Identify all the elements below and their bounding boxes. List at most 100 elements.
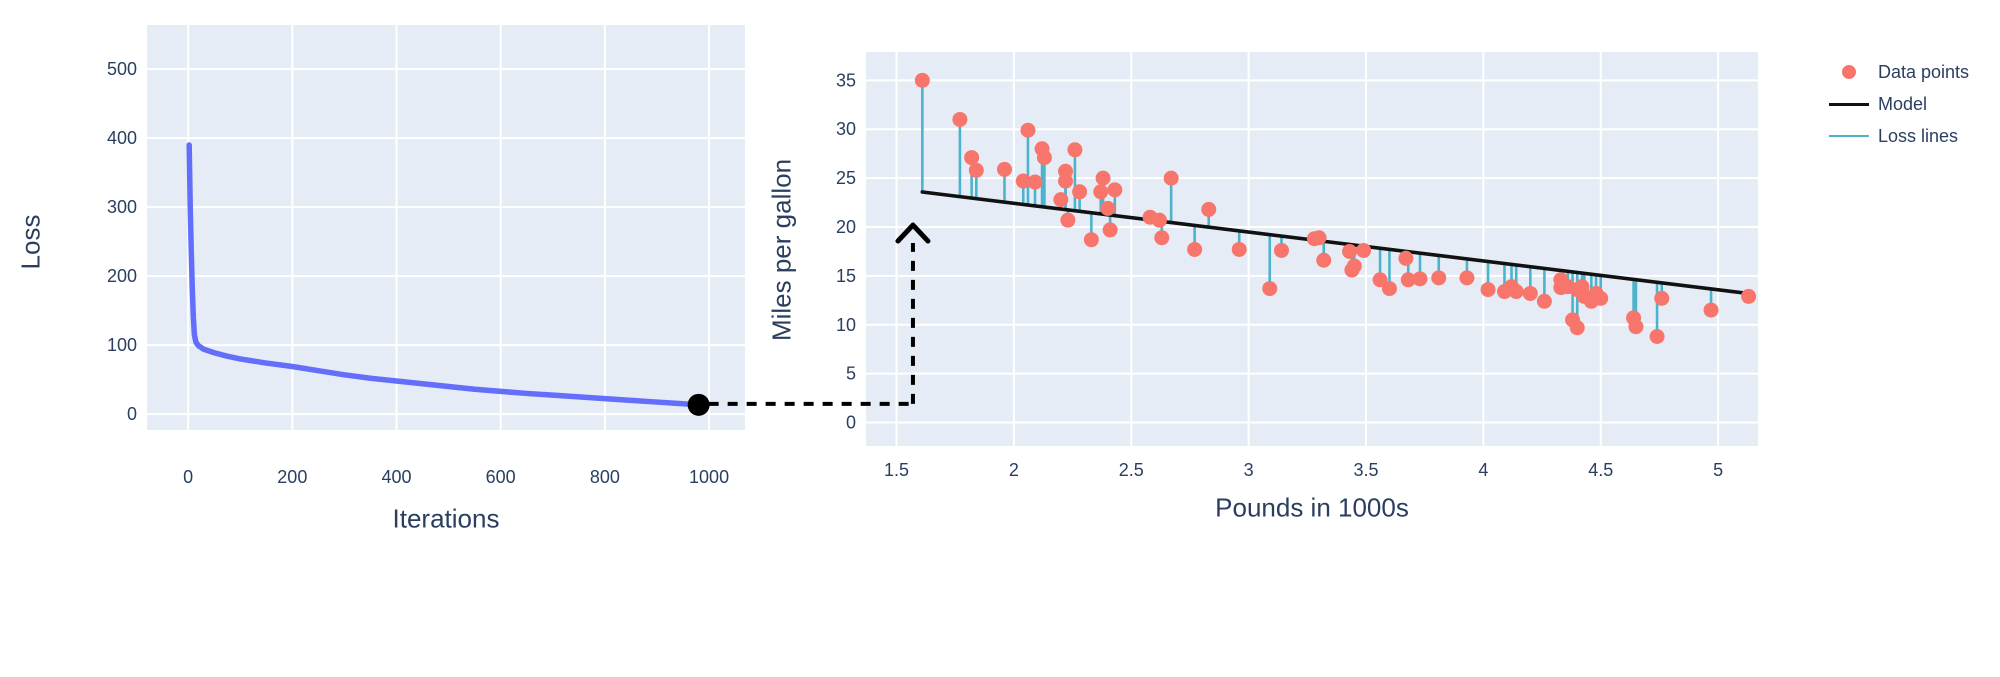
legend-item-data-points: Data points <box>1826 56 1969 88</box>
data-point <box>1654 290 1670 306</box>
x-tick-label: 2 <box>1009 460 1019 480</box>
data-point <box>1072 184 1088 200</box>
data-point <box>1067 142 1083 158</box>
legend-label: Loss lines <box>1878 125 1959 146</box>
x-tick-label: 0 <box>183 467 193 487</box>
y-tick-label: 100 <box>107 335 137 355</box>
data-point <box>1398 250 1414 266</box>
x-tick-label: 1.5 <box>884 460 909 480</box>
y-tick-label: 35 <box>836 70 856 90</box>
data-points-swatch <box>1826 65 1872 79</box>
x-tick-label: 800 <box>590 467 620 487</box>
data-point <box>1163 170 1179 186</box>
loss-line-icon <box>1829 135 1869 137</box>
data-point <box>1356 242 1372 258</box>
x-tick-label: 4 <box>1478 460 1488 480</box>
data-point <box>1262 281 1278 297</box>
y-tick-label: 25 <box>836 168 856 188</box>
data-point <box>1100 200 1116 216</box>
data-point-icon <box>1842 65 1856 79</box>
data-point <box>1316 252 1332 268</box>
data-point <box>1273 242 1289 258</box>
plot-background <box>147 25 745 430</box>
x-tick-label: 200 <box>277 467 307 487</box>
data-point <box>1311 230 1327 246</box>
data-point <box>1053 192 1069 208</box>
y-tick-label: 10 <box>836 315 856 335</box>
pounds-x-axis-title: Pounds in 1000s <box>1215 492 1409 523</box>
data-point <box>964 150 980 166</box>
legend: Data points Model Loss lines <box>1826 56 1969 152</box>
scatter-chart: 1.5 2 2.5 3 3.5 4 4.5 5 0 5 10 15 20 25 30 35 <box>836 52 1758 480</box>
x-tick-label: 3 <box>1244 460 1254 480</box>
y-tick-label: 20 <box>836 217 856 237</box>
data-point <box>1036 150 1052 166</box>
data-point <box>1154 230 1170 246</box>
x-tick-label: 1000 <box>689 467 729 487</box>
data-point <box>1569 320 1585 336</box>
data-point <box>1060 212 1076 228</box>
legend-item-loss-lines: Loss lines <box>1826 120 1969 152</box>
x-tick-label: 3.5 <box>1353 460 1378 480</box>
data-point <box>1201 201 1217 217</box>
model-line-icon <box>1829 102 1869 106</box>
data-point <box>1058 173 1074 189</box>
loss-x-axis-title: Iterations <box>392 503 500 534</box>
data-point <box>914 72 930 88</box>
data-point <box>1372 272 1388 288</box>
y-tick-label: 0 <box>846 413 856 433</box>
loss-y-axis-title: Loss <box>15 214 46 270</box>
endpoint-marker <box>687 393 710 416</box>
data-point <box>1508 284 1524 300</box>
data-point <box>1741 288 1757 304</box>
data-point <box>968 162 984 178</box>
data-point <box>1020 122 1036 138</box>
model-line <box>920 190 1753 296</box>
y-tick-label: 0 <box>127 404 137 424</box>
data-point <box>1480 282 1496 298</box>
legend-label: Model <box>1878 93 1928 114</box>
data-point <box>1093 184 1109 200</box>
legend-item-model: Model <box>1826 88 1969 120</box>
data-point <box>952 111 968 127</box>
arrowhead-icon <box>895 222 931 244</box>
data-point <box>1102 222 1118 238</box>
legend-label: Data points <box>1878 61 1970 82</box>
data-point <box>1431 270 1447 286</box>
y-tick-label: 15 <box>836 266 856 286</box>
data-point <box>1107 182 1123 198</box>
data-point <box>1593 290 1609 306</box>
x-tick-label: 5 <box>1713 460 1723 480</box>
data-point <box>1381 281 1397 297</box>
x-tick-label: 2.5 <box>1119 460 1144 480</box>
data-point <box>1536 293 1552 309</box>
plot-background <box>866 52 1758 446</box>
data-point <box>1095 170 1111 186</box>
data-point <box>1649 329 1665 345</box>
data-point <box>1703 302 1719 318</box>
annotation-arrow <box>687 222 931 416</box>
loss-curve <box>186 142 702 408</box>
model-swatch <box>1826 102 1872 106</box>
x-tick-label: 400 <box>381 467 411 487</box>
mpg-y-axis-title: Miles per gallon <box>766 158 797 342</box>
y-tick-label: 200 <box>107 266 137 286</box>
y-tick-label: 300 <box>107 197 137 217</box>
data-point <box>1400 272 1416 288</box>
data-point <box>1187 241 1203 257</box>
data-point <box>1628 319 1644 335</box>
data-point <box>1342 243 1358 259</box>
data-point <box>1231 241 1247 257</box>
data-point <box>1346 258 1362 274</box>
x-tick-label: 4.5 <box>1588 460 1613 480</box>
y-tick-label: 5 <box>846 364 856 384</box>
y-tick-label: 500 <box>107 59 137 79</box>
y-tick-label: 400 <box>107 128 137 148</box>
loss-chart: 0 200 400 600 800 1000 0 100 200 300 400 500 <box>107 25 745 487</box>
x-tick-label: 600 <box>486 467 516 487</box>
data-point <box>1522 285 1538 301</box>
data-point <box>1027 174 1043 190</box>
data-point <box>1459 270 1475 286</box>
